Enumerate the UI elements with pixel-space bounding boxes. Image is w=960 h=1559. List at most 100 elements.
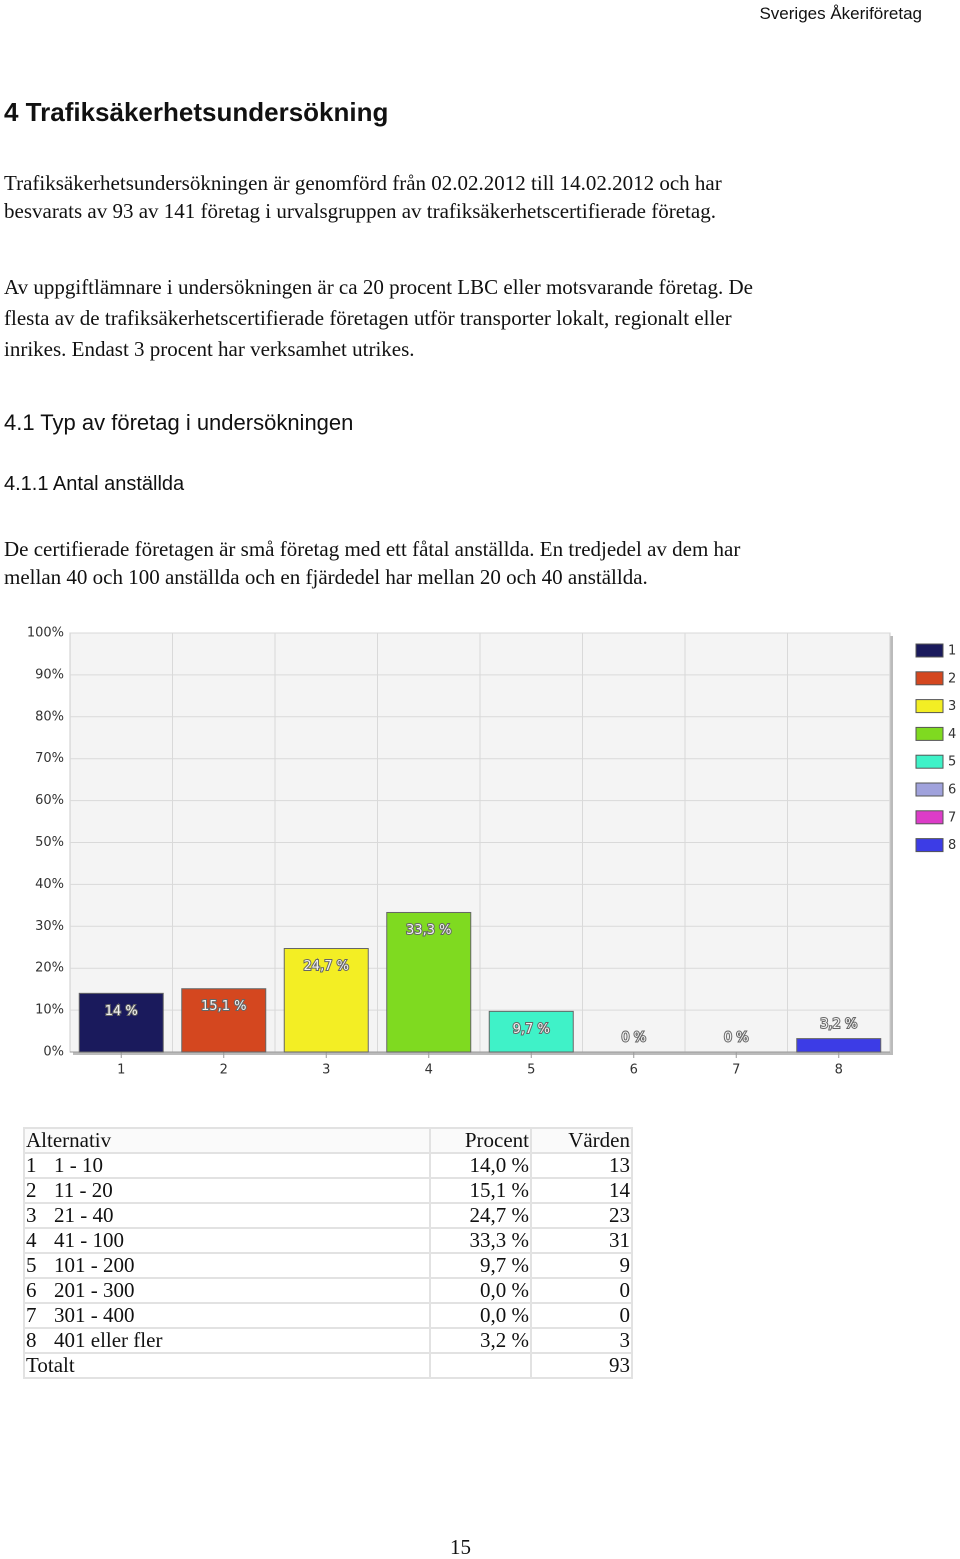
heading: 4 Trafiksäkerhetsundersökning <box>4 97 389 127</box>
y-tick-label: 50% <box>35 835 64 850</box>
line: Trafiksäkerhetsundersökningen är genomfö… <box>4 171 722 195</box>
legend-label: 5 <box>948 755 956 770</box>
count-cell: 3 <box>530 1327 633 1354</box>
table-row: 8 401 eller fler 3,2 % 3 <box>23 1327 633 1354</box>
y-tick-label: 60% <box>35 793 64 808</box>
option-cell: 3 21 - 40 <box>23 1202 431 1229</box>
option-label: 11 - 20 <box>54 1178 113 1202</box>
count-cell: 13 <box>530 1152 633 1179</box>
header-row: Alternativ Procent Värden <box>23 1127 633 1154</box>
option-label: 301 - 400 <box>54 1303 135 1327</box>
percent-cell: 0,0 % <box>429 1302 532 1329</box>
option-cell: 8 401 eller fler <box>23 1327 431 1354</box>
value-label: 24,7 % <box>304 959 349 974</box>
bar <box>488 1010 574 1053</box>
value-label: 3,2 % <box>820 1017 857 1032</box>
x-tick-label: 7 <box>732 1063 740 1078</box>
paragraph: De certifierade företagen är små företag… <box>4 535 740 591</box>
table-row: 7 301 - 400 0,0 % 0 <box>23 1302 633 1329</box>
table-row: 1 1 - 10 14,0 % 13 <box>23 1152 633 1179</box>
count-cell: 0 <box>530 1277 633 1304</box>
y-tick-label: 80% <box>35 709 64 724</box>
option-label: 41 - 100 <box>54 1228 124 1252</box>
option-cell: 6 201 - 300 <box>23 1277 431 1304</box>
bar <box>386 911 472 1053</box>
x-tick-label: 8 <box>835 1063 843 1078</box>
count-cell: 9 <box>530 1252 633 1279</box>
count-cell: 14 <box>530 1177 633 1204</box>
legend-label: 7 <box>948 810 956 825</box>
legend-swatch <box>915 671 944 686</box>
y-tick-label: 10% <box>35 1003 64 1018</box>
option-number: 2 <box>26 1178 37 1202</box>
option-number: 6 <box>26 1278 37 1302</box>
y-tick-label: 20% <box>35 961 64 976</box>
line: inrikes. Endast 3 procent har verksamhet… <box>4 337 415 361</box>
percent-cell: 3,2 % <box>429 1327 532 1354</box>
legend-swatch <box>915 643 944 658</box>
value-label: 15,1 % <box>201 999 246 1014</box>
count-cell: 23 <box>530 1202 633 1229</box>
legend-label: 3 <box>948 699 956 714</box>
x-tick-label: 5 <box>527 1063 535 1078</box>
y-tick-label: 30% <box>35 919 64 934</box>
x-tick-label: 4 <box>425 1063 433 1078</box>
value-label: 33,3 % <box>406 923 451 938</box>
y-tick-label: 70% <box>35 751 64 766</box>
x-tick-label: 1 <box>117 1063 125 1078</box>
option-number: 3 <box>26 1203 37 1227</box>
legend-swatch <box>915 726 944 741</box>
option-number: 8 <box>26 1328 37 1352</box>
subsubheading: 4.1.1 Antal anställda <box>4 473 185 495</box>
option-label: 1 - 10 <box>54 1153 103 1177</box>
total-count: 93 <box>530 1352 633 1379</box>
table-row: 5 101 - 200 9,7 % 9 <box>23 1252 633 1279</box>
value-label: 0 % <box>621 1031 646 1046</box>
legend-swatch <box>915 810 944 825</box>
header-cell: Procent <box>429 1127 532 1154</box>
bar <box>796 1038 882 1053</box>
percent-cell: 0,0 % <box>429 1277 532 1304</box>
bar <box>78 992 164 1053</box>
option-cell: 5 101 - 200 <box>23 1252 431 1279</box>
total-row: Totalt 93 <box>23 1352 633 1379</box>
count-cell: 31 <box>530 1227 633 1254</box>
legend-swatch <box>915 699 944 714</box>
legend-label: 1 <box>948 644 956 659</box>
page-number: 15 <box>450 1535 471 1559</box>
line: De certifierade företagen är små företag… <box>4 537 741 561</box>
percent-cell: 15,1 % <box>429 1177 532 1204</box>
option-cell: 1 1 - 10 <box>23 1152 431 1179</box>
running-header: Sveriges Åkeriföretag <box>759 4 922 23</box>
empty-cell <box>429 1352 532 1379</box>
table-row: 2 11 - 20 15,1 % 14 <box>23 1177 633 1204</box>
option-cell: 4 41 - 100 <box>23 1227 431 1254</box>
line: besvarats av 93 av 141 företag i urvalsg… <box>4 199 716 223</box>
legend-label: 8 <box>948 838 956 853</box>
table-row: 4 41 - 100 33,3 % 31 <box>23 1227 633 1254</box>
option-label: 101 - 200 <box>54 1253 135 1277</box>
option-number: 4 <box>26 1228 37 1252</box>
option-label: 201 - 300 <box>54 1278 135 1302</box>
legend-swatch <box>915 838 944 853</box>
y-tick-label: 40% <box>35 877 64 892</box>
y-tick-label: 0% <box>43 1045 64 1060</box>
data-table: Alternativ Procent Värden 1 1 - 10 14,0 % 13 2 1… <box>23 1127 633 1379</box>
y-tick-label: 90% <box>35 667 64 682</box>
option-number: 5 <box>26 1253 37 1277</box>
total-label: Totalt <box>23 1352 431 1379</box>
x-tick-label: 6 <box>630 1063 638 1078</box>
value-label: 14 % <box>105 1004 138 1019</box>
legend-label: 2 <box>948 671 956 686</box>
y-tick-label: 100% <box>27 626 64 641</box>
option-number: 7 <box>26 1303 37 1327</box>
table-row: 3 21 - 40 24,7 % 23 <box>23 1202 633 1229</box>
value-label: 0 % <box>724 1031 749 1046</box>
paragraph: Av uppgiftlämnare i undersökningen är ca… <box>4 272 753 365</box>
x-tick-label: 2 <box>220 1063 228 1078</box>
x-tick-label: 3 <box>322 1063 330 1078</box>
percent-cell: 14,0 % <box>429 1152 532 1179</box>
percent-cell: 24,7 % <box>429 1202 532 1229</box>
percent-cell: 33,3 % <box>429 1227 532 1254</box>
